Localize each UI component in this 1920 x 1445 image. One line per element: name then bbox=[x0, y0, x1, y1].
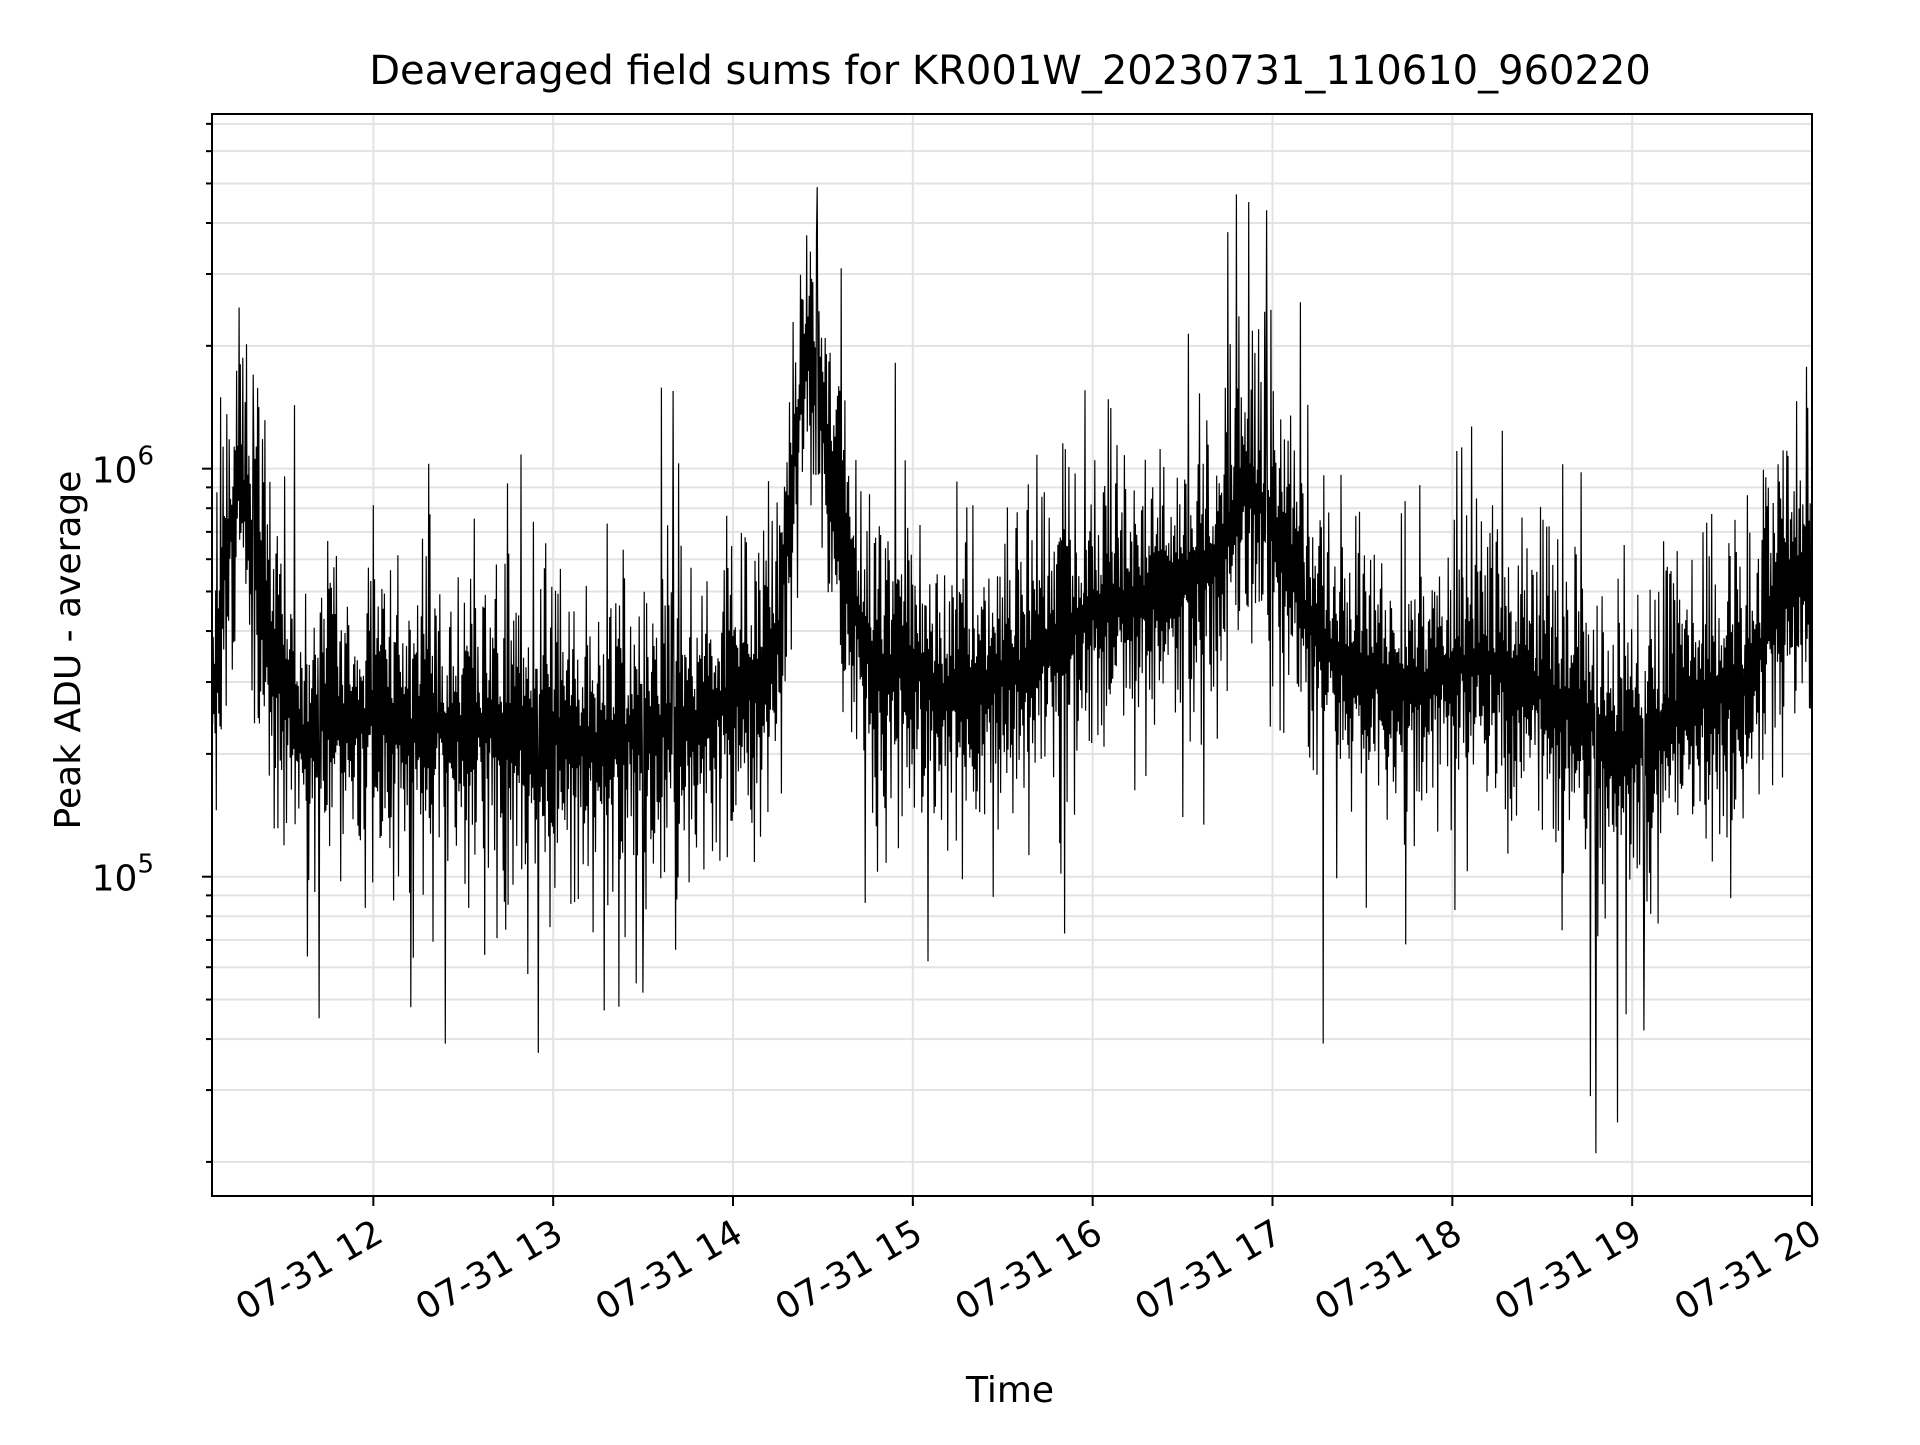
y-tick-label: 106 bbox=[92, 442, 154, 492]
chart-title: Deaveraged field sums for KR001W_2023073… bbox=[369, 48, 1651, 94]
y-tick-label-base: 10 bbox=[92, 859, 138, 900]
y-tick-label: 105 bbox=[92, 850, 154, 900]
x-axis-label: Time bbox=[965, 1370, 1054, 1411]
y-tick-label-base: 10 bbox=[92, 451, 138, 492]
y-axis-label: Peak ADU - average bbox=[48, 471, 89, 830]
y-tick-label-exponent: 5 bbox=[137, 850, 154, 880]
y-tick-label-exponent: 6 bbox=[137, 442, 154, 472]
series-layer bbox=[211, 187, 1813, 1154]
series-line bbox=[211, 187, 1813, 1154]
plot-frame bbox=[211, 113, 1813, 1197]
